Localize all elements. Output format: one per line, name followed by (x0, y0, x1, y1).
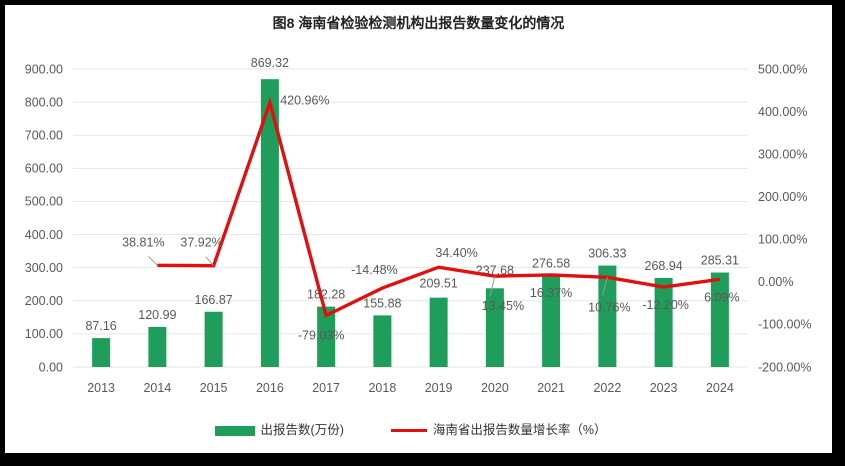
svg-text:37.92%: 37.92% (180, 236, 222, 250)
svg-text:420.96%: 420.96% (280, 94, 329, 108)
svg-text:120.99: 120.99 (138, 308, 176, 322)
svg-text:300.00: 300.00 (25, 261, 63, 275)
svg-text:276.58: 276.58 (532, 256, 570, 270)
svg-text:0.00%: 0.00% (758, 275, 793, 289)
svg-text:200.00%: 200.00% (758, 190, 807, 204)
svg-text:2013: 2013 (87, 381, 115, 395)
svg-text:100.00: 100.00 (25, 327, 63, 341)
svg-text:2022: 2022 (593, 381, 621, 395)
svg-text:268.94: 268.94 (645, 259, 683, 273)
svg-text:500.00: 500.00 (25, 195, 63, 209)
svg-text:2023: 2023 (650, 381, 678, 395)
svg-text:-200.00%: -200.00% (758, 360, 812, 374)
svg-text:400.00%: 400.00% (758, 105, 807, 119)
svg-text:600.00: 600.00 (25, 162, 63, 176)
svg-text:13.45%: 13.45% (482, 299, 524, 313)
svg-text:2015: 2015 (200, 381, 228, 395)
svg-text:300.00%: 300.00% (758, 147, 807, 161)
svg-text:2014: 2014 (143, 381, 171, 395)
svg-text:869.32: 869.32 (251, 56, 289, 70)
svg-text:-12.20%: -12.20% (642, 298, 689, 312)
svg-text:155.88: 155.88 (363, 296, 401, 310)
svg-text:-79.03%: -79.03% (298, 329, 345, 343)
svg-text:6.09%: 6.09% (704, 290, 739, 304)
svg-text:0.00: 0.00 (39, 360, 63, 374)
svg-text:500.00%: 500.00% (758, 62, 807, 76)
svg-text:10.76%: 10.76% (588, 300, 630, 314)
svg-text:306.33: 306.33 (588, 247, 626, 261)
svg-text:34.40%: 34.40% (435, 246, 477, 260)
svg-text:87.16: 87.16 (85, 319, 116, 333)
svg-text:38.81%: 38.81% (122, 235, 164, 249)
svg-text:-100.00%: -100.00% (758, 318, 812, 332)
svg-text:2018: 2018 (368, 381, 396, 395)
svg-text:2024: 2024 (706, 381, 734, 395)
svg-text:700.00: 700.00 (25, 129, 63, 143)
svg-text:166.87: 166.87 (195, 293, 233, 307)
svg-text:209.51: 209.51 (420, 277, 458, 291)
svg-text:16.37%: 16.37% (530, 286, 572, 300)
svg-text:900.00: 900.00 (25, 62, 63, 76)
svg-text:2021: 2021 (537, 381, 565, 395)
svg-text:400.00: 400.00 (25, 228, 63, 242)
svg-text:2017: 2017 (312, 381, 340, 395)
svg-text:2019: 2019 (425, 381, 453, 395)
svg-text:800.00: 800.00 (25, 95, 63, 109)
svg-text:182.28: 182.28 (307, 288, 345, 302)
svg-text:2020: 2020 (481, 381, 509, 395)
svg-text:2016: 2016 (256, 381, 284, 395)
svg-text:200.00: 200.00 (25, 294, 63, 308)
svg-text:-14.48%: -14.48% (351, 263, 398, 277)
svg-text:100.00%: 100.00% (758, 233, 807, 247)
svg-text:285.31: 285.31 (701, 254, 739, 268)
